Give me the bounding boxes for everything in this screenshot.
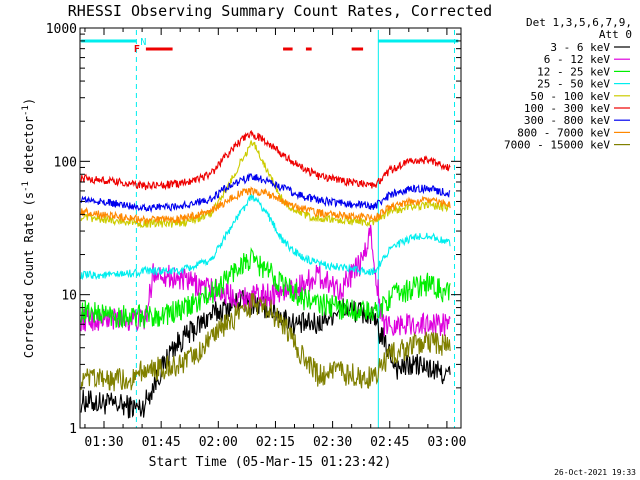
y-label-pre: Corrected Count Rate (s [22, 192, 36, 358]
x-axis-label: Start Time (05-Mar-15 01:23:42) [149, 455, 392, 470]
x-tick-label-0: 01:30 [84, 435, 123, 450]
flare-marker-label: F [134, 44, 140, 55]
y-tick-label-3: 1000 [46, 22, 77, 37]
legend-label-7: 800 - 7000 keV [517, 126, 610, 139]
y-tick-label-1: 10 [61, 289, 77, 304]
x-tick-label-5: 02:45 [370, 435, 409, 450]
legend-label-8: 7000 - 15000 keV [504, 139, 610, 152]
legend-label-0: 3 - 6 keV [550, 41, 610, 54]
series-line-4 [80, 140, 451, 229]
legend-label-3: 25 - 50 keV [537, 78, 610, 91]
x-tick-label-6: 03:00 [427, 435, 466, 450]
y-label-mid: detector [22, 116, 36, 181]
legend-label-1: 6 - 12 keV [544, 53, 611, 66]
x-axis: 01:30 01:45 02:00 02:15 02:30 02:45 03:00 [84, 28, 466, 450]
series-line-2 [80, 247, 451, 329]
x-tick-label-3: 02:15 [256, 435, 295, 450]
x-tick-label-1: 01:45 [142, 435, 181, 450]
legend-header-attenuator: Att 0 [599, 28, 632, 41]
series-line-5 [80, 129, 451, 191]
series-line-3 [80, 193, 451, 281]
series-line-6 [80, 172, 451, 213]
y-tick-label-0: 1 [69, 422, 77, 437]
plot-frame [79, 27, 462, 429]
y-label-sup-2: -1 [21, 105, 31, 116]
legend-label-2: 12 - 25 keV [537, 65, 610, 78]
legend-label-6: 300 - 800 keV [524, 114, 610, 127]
series-line-8 [80, 292, 451, 392]
generation-timestamp: 26-Oct-2021 19:33 [554, 468, 636, 477]
series-line-7 [80, 186, 451, 225]
x-tick-label-2: 02:00 [199, 435, 238, 450]
y-label-post: ) [22, 98, 36, 105]
legend-label-4: 50 - 100 keV [531, 90, 611, 103]
legend-header-detectors: Det 1,3,5,6,7,9, [526, 16, 632, 29]
y-label-sup-1: -1 [21, 181, 31, 192]
orbit-annotation-layer: NF [81, 30, 459, 428]
night-marker-label: N [140, 37, 146, 48]
y-tick-label-2: 100 [54, 155, 77, 170]
chart-title: RHESSI Observing Summary Count Rates, Co… [68, 2, 492, 20]
legend-label-5: 100 - 300 keV [524, 102, 610, 115]
y-axis-label: Corrected Count Rate (s-1 detector-1) [21, 98, 36, 358]
x-tick-label-4: 02:30 [313, 435, 352, 450]
series-layer [80, 129, 451, 419]
y-axis: 1 10 100 1000 [46, 22, 461, 437]
